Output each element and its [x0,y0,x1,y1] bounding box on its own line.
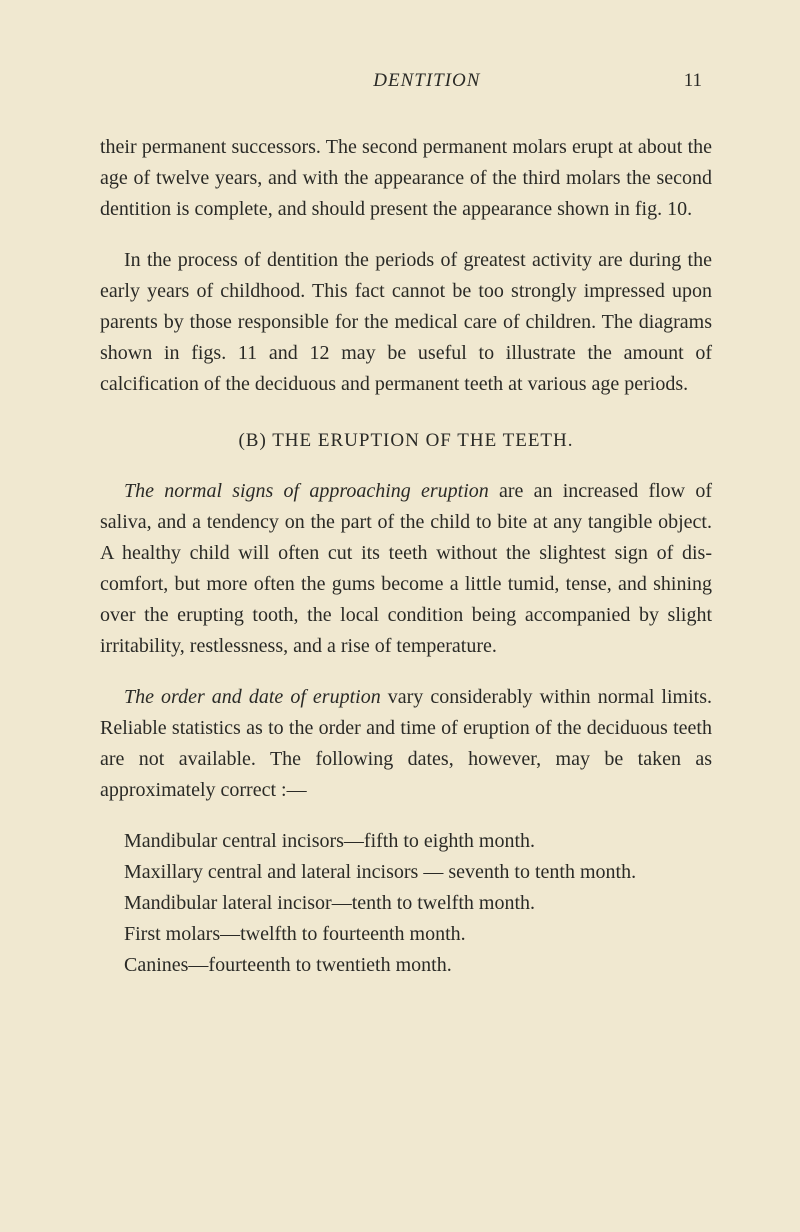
paragraph-1: their permanent successors. The second p… [100,132,712,225]
section-heading: (B) THE ERUPTION OF THE TEETH. [100,430,712,452]
list-item-1: Mandibular central incisors—fifth to eig… [100,826,712,857]
paragraph-4-italic: The order and date of eruption [124,686,381,708]
paragraph-3: The normal signs of approaching eruption… [100,476,712,662]
page-number: 11 [684,70,702,92]
paragraph-2: In the process of dentition the periods … [100,245,712,400]
list-item-5: Canines—fourteenth to twentieth month. [100,950,712,981]
paragraph-3-italic: The normal signs of approaching eruption [124,480,489,502]
list-item-4: First molars—twelfth to fourteenth month… [100,919,712,950]
list-item-2: Maxillary central and lateral incisors —… [100,857,712,888]
list-item-3: Mandibular lateral incisor—tenth to twel… [100,888,712,919]
paragraph-4: The order and date of eruption vary cons… [100,682,712,806]
running-title: DENTITION [170,70,684,92]
paragraph-3-rest: are an increased flow of saliva, and a t… [100,480,712,657]
page-header: DENTITION 11 [100,70,712,92]
